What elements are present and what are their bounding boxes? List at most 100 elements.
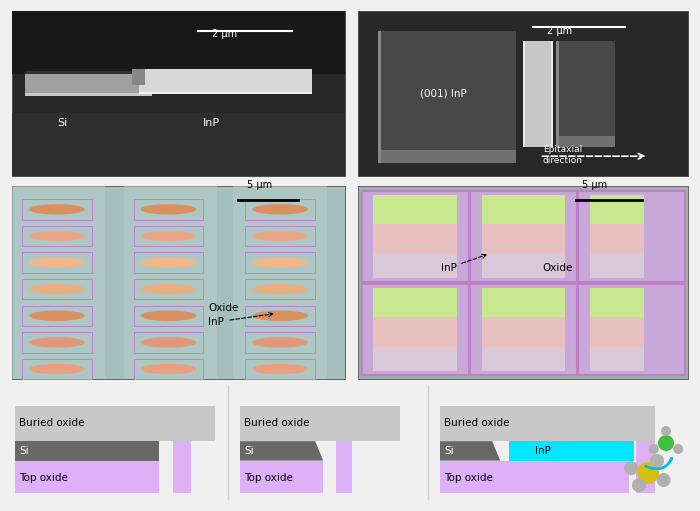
Bar <box>590 224 645 253</box>
Bar <box>590 195 645 224</box>
Bar <box>374 253 456 277</box>
Text: InP: InP <box>440 254 486 273</box>
Text: 5 μm: 5 μm <box>247 180 272 190</box>
Bar <box>509 441 634 460</box>
Ellipse shape <box>252 284 308 294</box>
Ellipse shape <box>141 337 196 347</box>
Bar <box>336 441 352 493</box>
Bar <box>134 359 203 379</box>
Bar <box>482 253 565 277</box>
Bar <box>240 460 323 493</box>
Bar <box>25 74 152 94</box>
Ellipse shape <box>252 337 308 347</box>
Text: Si: Si <box>57 119 67 128</box>
Bar <box>134 199 203 220</box>
Bar <box>470 191 577 282</box>
Bar <box>358 186 688 379</box>
Text: Si: Si <box>444 446 454 456</box>
Polygon shape <box>240 441 323 460</box>
Bar <box>482 288 565 317</box>
Bar <box>590 346 645 371</box>
Bar <box>12 186 345 379</box>
Ellipse shape <box>141 284 196 294</box>
Bar <box>551 41 553 147</box>
Bar <box>556 41 615 136</box>
Bar <box>139 92 312 94</box>
Bar <box>556 41 559 147</box>
Circle shape <box>657 473 671 487</box>
Ellipse shape <box>29 230 85 241</box>
Bar <box>374 317 456 346</box>
Text: Buried oxide: Buried oxide <box>19 419 85 428</box>
Ellipse shape <box>252 258 308 268</box>
Bar <box>374 346 456 371</box>
Ellipse shape <box>141 364 196 374</box>
Bar <box>482 224 565 253</box>
Text: 5 μm: 5 μm <box>582 180 608 190</box>
Ellipse shape <box>141 311 196 321</box>
Circle shape <box>661 426 671 436</box>
Bar <box>378 31 517 150</box>
Bar <box>246 226 315 246</box>
Ellipse shape <box>141 258 196 268</box>
Ellipse shape <box>29 204 85 215</box>
Text: Buried oxide: Buried oxide <box>444 419 510 428</box>
Text: InP: InP <box>536 446 551 456</box>
Bar <box>482 195 565 224</box>
Text: 2 μm: 2 μm <box>213 30 237 39</box>
Bar <box>134 332 203 353</box>
Bar <box>15 406 215 441</box>
Bar <box>15 441 159 460</box>
Bar <box>15 460 159 493</box>
Bar <box>25 94 152 97</box>
Ellipse shape <box>252 364 308 374</box>
Text: Oxide: Oxide <box>209 303 239 313</box>
Bar <box>440 406 655 441</box>
Bar <box>636 441 655 493</box>
Circle shape <box>658 435 674 451</box>
Text: Top oxide: Top oxide <box>244 473 293 483</box>
Bar <box>374 224 456 253</box>
Bar <box>523 41 553 147</box>
Bar <box>578 191 685 282</box>
Bar <box>134 226 203 246</box>
Bar <box>378 150 517 163</box>
Text: Si: Si <box>244 446 253 456</box>
FancyArrowPatch shape <box>645 458 671 469</box>
Bar <box>22 306 92 326</box>
Bar <box>578 285 685 376</box>
Circle shape <box>673 444 683 454</box>
Bar <box>25 72 152 74</box>
Text: Top oxide: Top oxide <box>19 473 68 483</box>
Bar <box>22 279 92 299</box>
Ellipse shape <box>141 230 196 241</box>
Circle shape <box>632 478 646 492</box>
Bar <box>134 306 203 326</box>
Bar <box>590 317 645 346</box>
Bar <box>556 136 615 147</box>
Ellipse shape <box>252 311 308 321</box>
Bar <box>12 11 345 74</box>
Bar <box>22 252 92 273</box>
Bar <box>233 186 327 379</box>
Bar <box>12 11 345 176</box>
Bar <box>374 288 456 317</box>
Text: Oxide: Oxide <box>542 263 573 273</box>
Ellipse shape <box>29 311 85 321</box>
Polygon shape <box>440 441 500 460</box>
Text: Epitaxial
direction: Epitaxial direction <box>542 145 583 165</box>
Bar <box>378 31 381 163</box>
Ellipse shape <box>252 204 308 215</box>
Bar <box>358 11 688 176</box>
Bar <box>246 306 315 326</box>
Ellipse shape <box>29 364 85 374</box>
Bar <box>22 359 92 379</box>
Bar <box>590 288 645 317</box>
Bar <box>470 285 577 376</box>
Circle shape <box>650 454 664 468</box>
Bar <box>482 317 565 346</box>
Ellipse shape <box>141 204 196 215</box>
Bar <box>590 253 645 277</box>
Bar <box>139 69 312 92</box>
Bar <box>246 332 315 353</box>
